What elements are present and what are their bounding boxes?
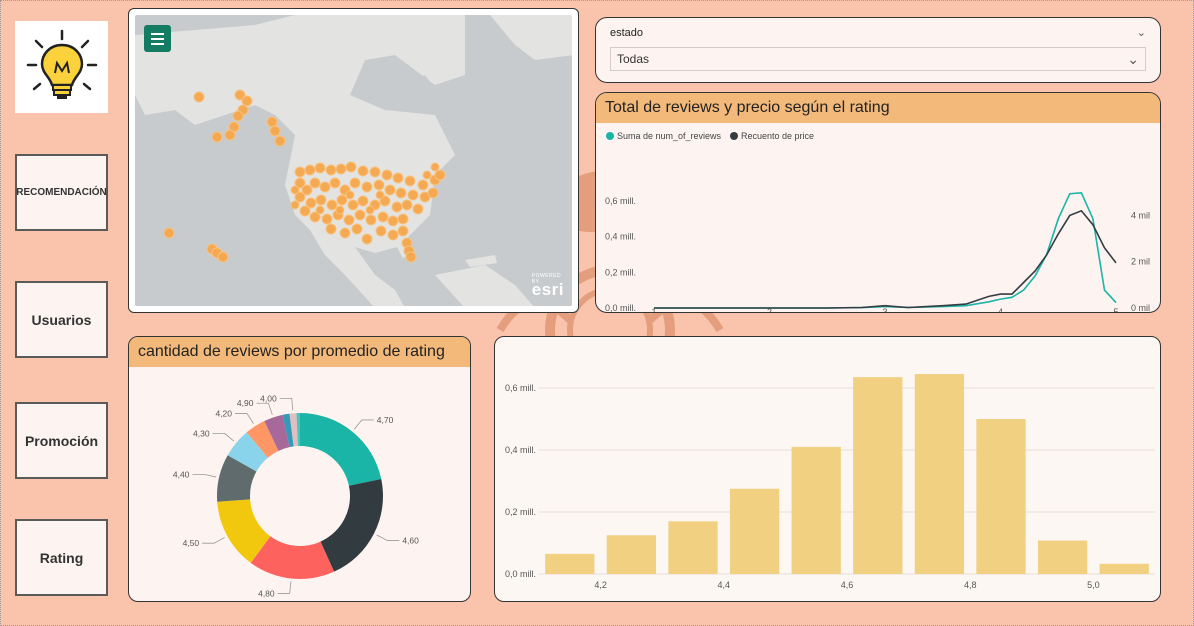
nav-button-label: RECOMENDACIÓN bbox=[16, 187, 107, 198]
bar-chart: 0,0 mill. 0,2 mill. 0,4 mill. 0,6 mill. 4,2 4… bbox=[505, 374, 1155, 590]
donut-chart-card: cantidad de reviews por promedio de rati… bbox=[128, 336, 471, 602]
legend-label: Suma de num_of_reviews bbox=[617, 131, 722, 141]
bar bbox=[606, 535, 657, 574]
y-tick: 0,6 mill. bbox=[505, 383, 536, 393]
series-line bbox=[654, 191, 1117, 309]
chevron-down-icon[interactable]: ⌄ bbox=[1136, 27, 1146, 39]
y-tick-left: 0,0 mill. bbox=[605, 303, 636, 313]
logo bbox=[15, 21, 108, 113]
nav-button-rating[interactable]: Rating bbox=[15, 519, 108, 596]
donut-leader-line bbox=[192, 474, 217, 478]
donut-slice bbox=[264, 414, 290, 451]
map-basemap bbox=[135, 15, 572, 306]
donut-slice bbox=[250, 536, 335, 579]
donut-leader-line bbox=[256, 402, 273, 415]
esri-attribution: POWERED BY esri bbox=[531, 273, 564, 299]
y-tick: 0,2 mill. bbox=[505, 507, 536, 517]
y-tick-left: 0,6 mill. bbox=[605, 196, 636, 206]
line-chart-title: Total de reviews y precio según el ratin… bbox=[596, 93, 1160, 123]
legend-marker bbox=[730, 132, 738, 140]
legend-marker bbox=[606, 132, 614, 140]
state-select[interactable]: Todas ⌄ bbox=[610, 47, 1146, 71]
bar bbox=[976, 419, 1026, 574]
esri-attribution-small: POWERED BY bbox=[531, 273, 562, 285]
map-points bbox=[163, 89, 446, 263]
donut-leader-line bbox=[376, 534, 400, 541]
bar bbox=[545, 553, 595, 574]
bar-chart-card: 0,0 mill. 0,2 mill. 0,4 mill. 0,6 mill. 4,2 4… bbox=[494, 336, 1161, 602]
series-line bbox=[654, 209, 1117, 309]
x-tick: 4,2 bbox=[594, 580, 607, 590]
map-menu-button[interactable] bbox=[144, 25, 171, 52]
x-tick: 1 bbox=[651, 307, 656, 313]
donut-slice bbox=[320, 479, 383, 572]
nav-button-label: Rating bbox=[39, 549, 84, 566]
x-tick: 5,0 bbox=[1087, 580, 1100, 590]
bar bbox=[1037, 540, 1088, 574]
line-chart: Suma de num_of_reviews Recuento de price 0… bbox=[605, 131, 1150, 313]
state-select-value: Todas bbox=[617, 52, 650, 66]
donut-label: 4,30 bbox=[193, 428, 210, 438]
nav-button-usuarios[interactable]: Usuarios bbox=[15, 281, 108, 358]
chevron-down-icon: ⌄ bbox=[1127, 50, 1139, 67]
x-tick: 4,4 bbox=[718, 580, 731, 590]
donut-label: 4,80 bbox=[258, 588, 275, 598]
donut-slice bbox=[282, 413, 294, 448]
donut-slice bbox=[217, 455, 257, 502]
x-tick: 4,6 bbox=[841, 580, 854, 590]
nav-button-promocion[interactable]: Promoción bbox=[15, 402, 108, 479]
donut-label: 4,00 bbox=[260, 393, 277, 403]
lightbulb-icon bbox=[26, 29, 97, 99]
y-tick-right: 2 mil bbox=[1131, 257, 1150, 267]
donut-slice bbox=[300, 413, 382, 486]
bar bbox=[853, 377, 903, 574]
line-chart-card: Total de reviews y precio según el ratin… bbox=[595, 92, 1161, 313]
y-tick-right: 0 mil bbox=[1131, 303, 1150, 313]
x-tick: 3 bbox=[882, 307, 887, 313]
y-tick-right: 4 mil bbox=[1131, 210, 1150, 220]
nav-button-recomendacion[interactable]: RECOMENDACIÓN bbox=[15, 154, 108, 231]
bar bbox=[914, 374, 965, 574]
donut-chart: 4,70 4,60 4,80 4,50 4,40 4,30 4,20 4,90 4,00 bbox=[173, 393, 419, 598]
bar bbox=[668, 521, 718, 574]
x-tick: 4 bbox=[998, 307, 1003, 313]
x-tick: 2 bbox=[767, 307, 772, 313]
y-tick-left: 0,4 mill. bbox=[605, 232, 636, 242]
legend-label: Recuento de price bbox=[741, 131, 814, 141]
donut-slice bbox=[246, 421, 279, 458]
donut-leader-line bbox=[279, 397, 294, 411]
donut-slice bbox=[296, 413, 300, 447]
donut-slice bbox=[217, 499, 271, 563]
map-view[interactable]: POWERED BY esri bbox=[135, 15, 572, 306]
donut-leader-line bbox=[353, 419, 374, 430]
donut-leader-line bbox=[202, 537, 225, 544]
donut-label: 4,20 bbox=[215, 409, 232, 419]
donut-chart-title: cantidad de reviews por promedio de rati… bbox=[129, 337, 470, 367]
state-filter: estado ⌄ Todas ⌄ bbox=[595, 17, 1161, 83]
nav-button-label: Usuarios bbox=[31, 311, 92, 328]
bar bbox=[1099, 563, 1149, 574]
x-tick: 4,8 bbox=[964, 580, 977, 590]
y-tick: 0,0 mill. bbox=[505, 569, 536, 579]
x-tick: 5 bbox=[1113, 307, 1118, 313]
donut-label: 4,50 bbox=[183, 538, 200, 548]
bar bbox=[729, 488, 780, 574]
donut-leader-line bbox=[212, 433, 235, 442]
donut-leader-line bbox=[277, 581, 292, 594]
nav-button-label: Promoción bbox=[24, 432, 99, 449]
y-tick-left: 0,2 mill. bbox=[605, 267, 636, 277]
donut-label: 4,70 bbox=[377, 415, 394, 425]
map-card: POWERED BY esri bbox=[128, 8, 579, 313]
donut-leader-line bbox=[235, 413, 254, 424]
donut-slice bbox=[227, 432, 268, 472]
bar bbox=[791, 446, 841, 574]
hamburger-menu-icon bbox=[151, 32, 164, 35]
filter-label: estado bbox=[610, 27, 644, 39]
donut-label: 4,60 bbox=[402, 535, 419, 545]
donut-slice bbox=[289, 413, 298, 447]
y-tick: 0,4 mill. bbox=[505, 445, 536, 455]
donut-label: 4,40 bbox=[173, 469, 190, 479]
donut-label: 4,90 bbox=[237, 398, 254, 408]
